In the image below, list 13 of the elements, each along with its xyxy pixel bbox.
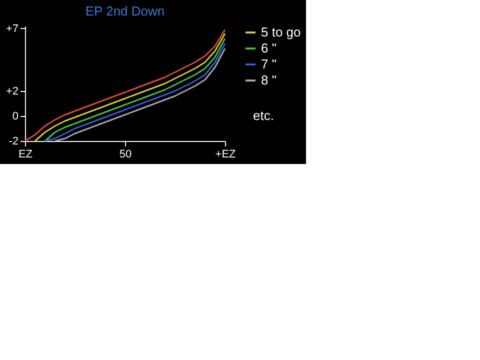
legend-label: 5 to go	[261, 24, 301, 40]
y-tick-label: +2	[6, 86, 18, 98]
x-tick-label: EZ	[18, 148, 33, 160]
chart-title: EP 2nd Down	[85, 4, 165, 18]
legend-label: 7 "	[261, 56, 277, 72]
y-tick-label: +7	[6, 23, 18, 35]
y-tick-label: 0	[12, 110, 18, 122]
y-tick-label: -2	[8, 136, 18, 148]
text: etc.	[253, 108, 274, 123]
x-tick-label: 50	[119, 148, 132, 160]
x-tick-label: +EZ	[215, 148, 236, 160]
legend-label: 8 "	[261, 72, 277, 88]
legend-label: 6 "	[261, 40, 277, 56]
